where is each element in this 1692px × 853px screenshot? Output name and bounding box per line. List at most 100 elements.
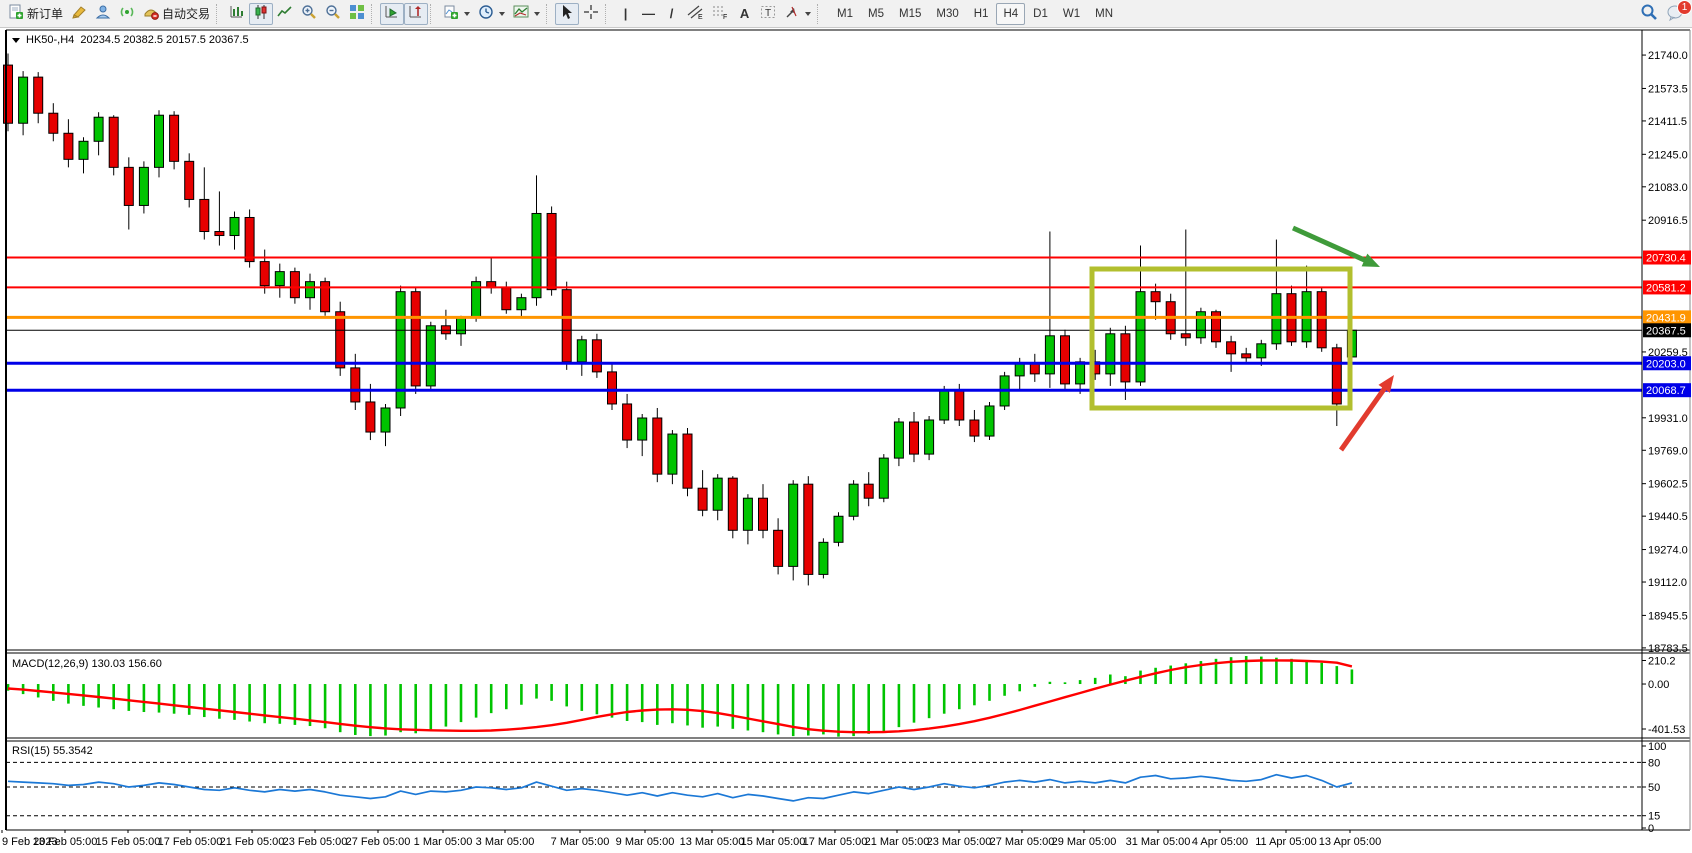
symbol-period-label: HK50-,H4 — [26, 34, 75, 46]
svg-text:21 Feb 05:00: 21 Feb 05:00 — [220, 836, 285, 848]
toolbar-separator — [817, 3, 822, 24]
svg-text:19602.5: 19602.5 — [1648, 479, 1688, 491]
search-button[interactable] — [1636, 3, 1662, 25]
channel-tool-button[interactable]: E — [683, 3, 708, 25]
toolbar-separator — [546, 3, 551, 24]
svg-text:T: T — [765, 8, 771, 19]
timeframe-button-w1[interactable]: W1 — [1062, 7, 1081, 20]
timeframe-button-h4[interactable]: H4 — [996, 2, 1026, 25]
timeframe-button-m5[interactable]: M5 — [868, 7, 884, 20]
svg-text:20068.7: 20068.7 — [1646, 385, 1686, 397]
zoom-in-icon — [301, 4, 317, 23]
time-axis[interactable] — [1, 830, 1351, 833]
svg-text:27 Feb 05:00: 27 Feb 05:00 — [346, 836, 411, 848]
toolbar-separator — [216, 3, 221, 24]
svg-text:29 Mar 05:00: 29 Mar 05:00 — [1052, 836, 1117, 848]
svg-text:-401.53: -401.53 — [1648, 724, 1685, 736]
timeframe-button-h1[interactable]: H1 — [973, 7, 989, 20]
svg-text:1 Mar 05:00: 1 Mar 05:00 — [414, 836, 473, 848]
trendline-tool-button[interactable]: / — [660, 3, 683, 25]
svg-text:3 Mar 05:00: 3 Mar 05:00 — [476, 836, 535, 848]
tile-windows-button[interactable] — [345, 3, 369, 25]
rsi-panel-layer — [6, 761, 1642, 817]
svg-text:0: 0 — [1648, 823, 1654, 835]
rsi-indicator-label: RSI(15) 55.3542 — [12, 745, 93, 757]
horizontal-line-tool-button[interactable]: — — [637, 3, 660, 25]
horizontal-line-icon: — — [642, 6, 656, 21]
annotations-layer[interactable] — [1089, 225, 1394, 452]
svg-text:50: 50 — [1648, 782, 1660, 794]
svg-text:13 Feb 05:00: 13 Feb 05:00 — [33, 836, 98, 848]
bar-chart-button[interactable] — [225, 3, 249, 25]
main-toolbar: 新订单 自动交易 — [0, 0, 1692, 28]
svg-text:20581.2: 20581.2 — [1646, 282, 1686, 294]
timeframe-button-m1[interactable]: M1 — [837, 7, 854, 20]
arrows-tool-button[interactable] — [780, 3, 815, 25]
symbol-dropdown-icon[interactable] — [12, 37, 20, 43]
svg-text:17 Feb 05:00: 17 Feb 05:00 — [158, 836, 223, 848]
new-order-button[interactable]: 新订单 — [4, 3, 67, 25]
profile-button[interactable] — [91, 3, 115, 25]
indicators-button[interactable] — [439, 3, 474, 25]
label-tool-button[interactable]: T — [756, 3, 780, 25]
red-arrow[interactable] — [1338, 381, 1391, 452]
vertical-line-icon: | — [623, 6, 628, 21]
svg-text:15 Mar 05:00: 15 Mar 05:00 — [741, 836, 806, 848]
fibonacci-tool-button[interactable]: F — [708, 3, 733, 25]
chart-ohlc-header: HK50-,H4 20234.5 20382.5 20157.5 20367.5 — [12, 34, 249, 46]
line-chart-icon — [277, 4, 293, 23]
timeframe-button-mn[interactable]: MN — [1095, 7, 1113, 20]
svg-text:21 Mar 05:00: 21 Mar 05:00 — [865, 836, 930, 848]
svg-text:9 Feb 2023: 9 Feb 2023 — [2, 836, 58, 848]
candlestick-chart-button[interactable] — [249, 2, 274, 25]
svg-text:23 Mar 05:00: 23 Mar 05:00 — [927, 836, 992, 848]
svg-text:19440.5: 19440.5 — [1648, 511, 1688, 523]
svg-text:20203.0: 20203.0 — [1646, 358, 1686, 370]
ohlc-values: 20234.5 20382.5 20157.5 20367.5 — [80, 34, 249, 46]
timeframe-button-m15[interactable]: M15 — [899, 7, 922, 20]
svg-text:80: 80 — [1648, 757, 1660, 769]
price-axis[interactable] — [1642, 54, 1691, 829]
chart-shift-icon — [408, 4, 424, 23]
svg-text:31 Mar 05:00: 31 Mar 05:00 — [1126, 836, 1191, 848]
crosshair-button[interactable] — [579, 3, 603, 25]
line-chart-button[interactable] — [273, 3, 297, 25]
svg-text:19274.0: 19274.0 — [1648, 545, 1688, 557]
cursor-button[interactable] — [555, 2, 580, 25]
auto-scroll-button[interactable] — [380, 2, 405, 25]
highlight-box[interactable] — [1089, 266, 1353, 411]
macd-indicator-label: MACD(12,26,9) 130.03 156.60 — [12, 658, 162, 670]
svg-text:20259.5: 20259.5 — [1648, 347, 1688, 359]
auto-trading-icon — [143, 4, 159, 23]
broadcast-button[interactable] — [115, 3, 139, 25]
search-icon — [1640, 3, 1658, 24]
panel-frames — [5, 29, 1691, 831]
auto-trading-button[interactable]: 自动交易 — [139, 3, 214, 25]
equidistant-channel-icon: E — [687, 4, 704, 23]
chevron-down-icon — [534, 11, 541, 16]
candlestick-chart-icon — [253, 4, 269, 23]
toolbar-separator — [430, 3, 435, 24]
zoom-in-button[interactable] — [297, 3, 321, 25]
chart-canvas[interactable]: 21740.0 21573.5 21411.5 21245.0 21083.0 20916… — [0, 28, 1692, 853]
text-tool-button[interactable]: A — [733, 3, 756, 25]
templates-button[interactable] — [509, 3, 544, 25]
timeframe-button-d1[interactable]: D1 — [1033, 7, 1048, 20]
timeframe-button-m30[interactable]: M30 — [936, 7, 959, 20]
chart-window: 21740.0 21573.5 21411.5 21245.0 21083.0 20916… — [0, 28, 1692, 853]
chart-shift-button[interactable] — [404, 2, 429, 25]
svg-text:7 Mar 05:00: 7 Mar 05:00 — [551, 836, 610, 848]
vertical-line-tool-button[interactable]: | — [614, 3, 637, 25]
periods-button[interactable] — [474, 3, 509, 25]
green-arrow[interactable] — [1291, 225, 1372, 266]
macd-panel-layer — [6, 656, 1354, 737]
svg-text:23 Feb 05:00: 23 Feb 05:00 — [283, 836, 348, 848]
crayon-icon — [71, 4, 87, 23]
zoom-out-button[interactable] — [321, 3, 345, 25]
svg-text:21245.0: 21245.0 — [1648, 149, 1688, 161]
notifications-button[interactable]: 1 — [1662, 0, 1692, 25]
horizontal-levels-layer[interactable] — [6, 256, 1642, 392]
svg-text:21740.0: 21740.0 — [1648, 50, 1688, 62]
crayon-button[interactable] — [67, 3, 91, 25]
